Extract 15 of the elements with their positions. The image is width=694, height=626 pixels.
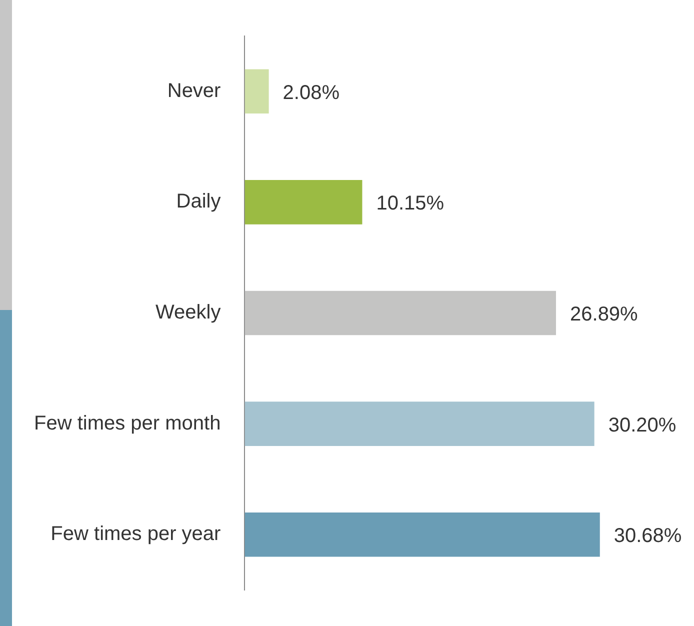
bar — [244, 69, 269, 114]
data-label: 26.89% — [570, 304, 638, 326]
data-label: 10.15% — [376, 192, 444, 215]
data-label: 30.20% — [608, 414, 676, 436]
y-tick-label: Weekly — [156, 302, 221, 324]
bar — [244, 402, 594, 446]
bar — [244, 180, 362, 224]
y-tick-label: Never — [167, 80, 222, 102]
y-tick-label: Few times per month — [34, 412, 221, 434]
bar — [244, 512, 600, 557]
data-label: 30.68% — [614, 525, 682, 548]
y-tick-label: Few times per year — [50, 523, 222, 546]
y-tick-label: Daily — [176, 190, 221, 213]
data-label: 2.08% — [282, 82, 340, 104]
bar — [244, 290, 556, 336]
